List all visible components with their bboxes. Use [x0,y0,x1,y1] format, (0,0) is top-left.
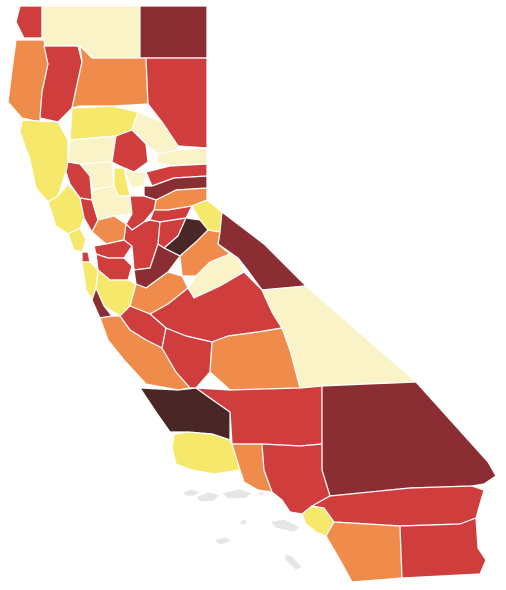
county-marin[interactable] [67,227,87,253]
island-anacapa [254,491,266,497]
county-mariposa[interactable] [179,229,231,277]
counties-layer [7,5,497,583]
channel-islands [182,488,303,571]
county-san-bernardino[interactable] [321,381,497,497]
county-imperial[interactable] [399,517,487,579]
county-modoc[interactable] [139,5,208,59]
county-mendocino[interactable] [19,119,69,203]
county-san-francisco[interactable] [81,251,91,263]
island-santa-rosa [195,491,221,503]
county-santa-cruz[interactable] [91,287,113,319]
island-santa-cruz [221,488,253,500]
island-santa-catalina [269,518,301,533]
county-san-diego[interactable] [325,521,403,583]
island-san-miguel [182,488,201,497]
island-santa-barbara [239,518,248,526]
county-butte[interactable] [111,129,149,173]
island-san-nicolas [213,536,233,546]
county-tulare[interactable] [209,327,301,391]
county-glenn[interactable] [67,135,117,165]
island-san-clemente [283,553,303,571]
county-del-norte[interactable] [15,5,43,39]
